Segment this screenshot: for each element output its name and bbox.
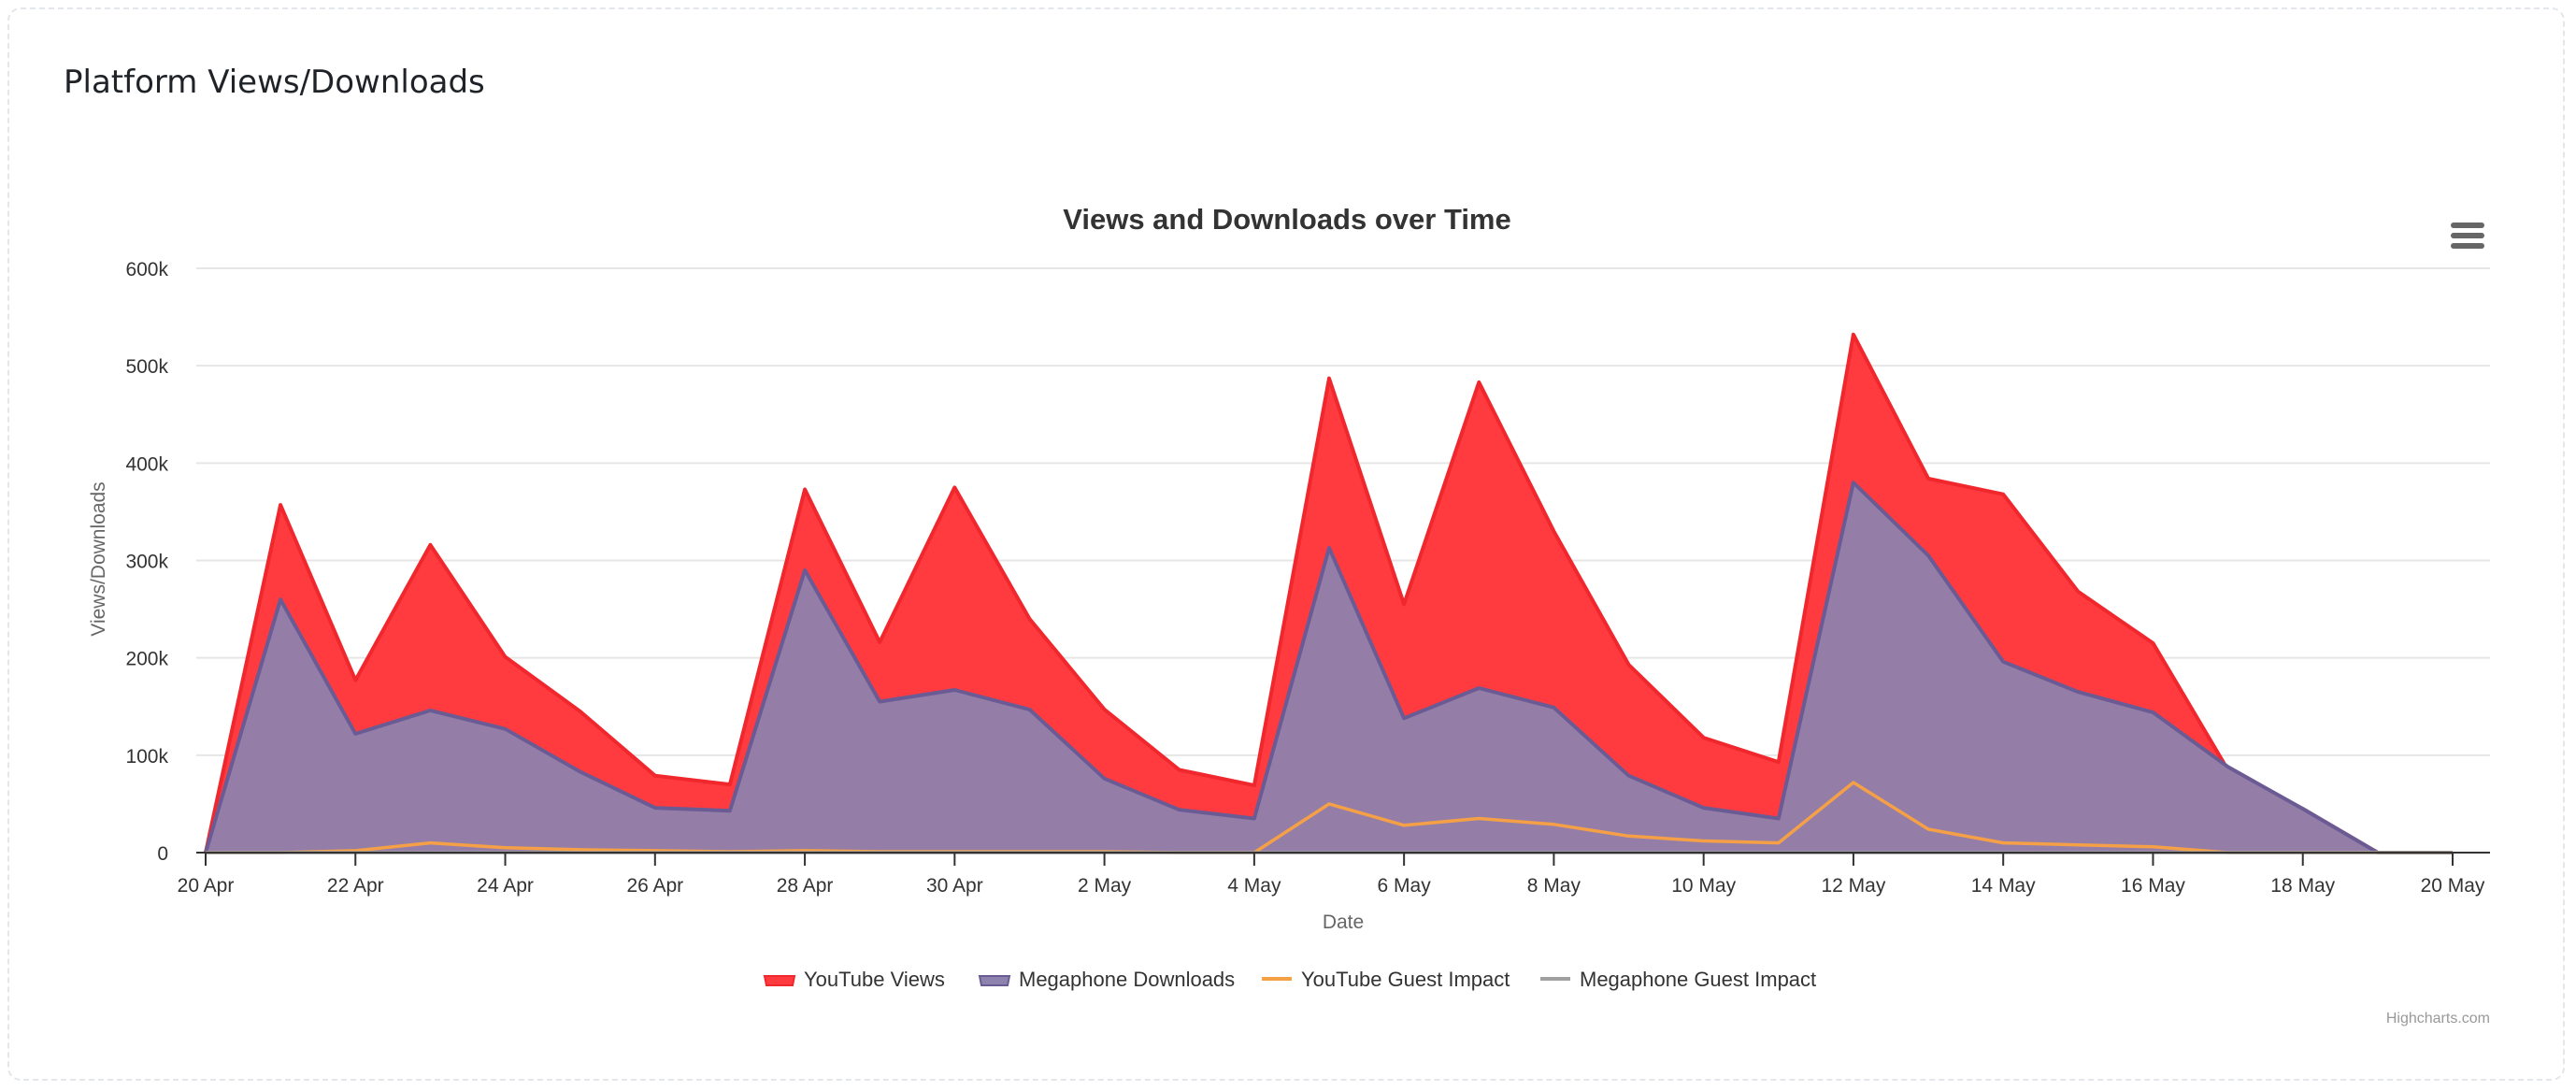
legend-label: Megaphone Downloads [1019,968,1235,991]
x-tick-label: 6 May [1378,875,1432,897]
menu-button[interactable] [2445,217,2490,258]
x-tick-label: 2 May [1078,875,1132,897]
y-tick-label: 200k [125,649,168,670]
y-axis-label: Views/Downloads [88,481,109,636]
legend-item-youtube-guest-impact[interactable]: YouTube Guest Impact [1262,968,1510,991]
x-tick-label: 10 May [1671,875,1736,897]
x-tick-label: 14 May [1971,875,2036,897]
x-tick-label: 16 May [2121,875,2185,897]
legend: YouTube Views Megaphone Downloads YouTube … [763,968,1816,991]
series-area-megaphone-downloads[interactable] [206,482,2453,853]
legend-label: YouTube Guest Impact [1301,968,1510,991]
y-tick-label: 400k [125,453,168,475]
chart-title: Views and Downloads over Time [1063,203,1511,236]
y-tick-label: 100k [125,746,168,768]
x-axis: 20 Apr 22 Apr 24 Apr 26 Apr 28 Apr 30 Apr 2 Ma… [178,852,2490,897]
x-tick-label: 12 May [1821,875,1885,897]
y-tick-label: 0 [157,843,168,865]
x-tick-label: 30 Apr [926,875,983,897]
x-tick-label: 26 Apr [626,875,683,897]
series-layer [204,332,2453,854]
legend-symbol [763,975,796,986]
series-line-megaphone-downloads[interactable] [204,481,2453,854]
y-tick-label: 500k [125,356,168,378]
x-tick-label: 24 Apr [477,875,534,897]
chart-card: Platform Views/Downloads [7,7,2565,1081]
x-tick-label: 20 May [2421,875,2485,897]
legend-item-megaphone-guest-impact[interactable]: Megaphone Guest Impact [1540,968,1816,991]
card-title: Platform Views/Downloads [64,64,485,101]
y-axis-ticks: 0 100k 200k 300k 400k 500k 600k [125,259,168,865]
legend-item-youtube-views[interactable]: YouTube Views [763,968,945,991]
x-tick-label: 4 May [1227,875,1281,897]
y-tick-label: 600k [125,259,168,280]
x-tick-label: 18 May [2270,875,2335,897]
x-tick-label: 28 Apr [777,875,834,897]
y-tick-label: 300k [125,552,168,573]
legend-symbol [978,975,1011,986]
series-line-youtube-guest-impact[interactable] [206,781,2453,854]
hamburger-menu-icon [2451,223,2484,249]
x-tick-label: 22 Apr [327,875,384,897]
legend-item-megaphone-downloads[interactable]: Megaphone Downloads [978,968,1235,991]
credits-link[interactable]: Highcharts.com [2386,1011,2490,1026]
legend-label: YouTube Views [804,968,945,991]
legend-label: Megaphone Guest Impact [1580,968,1816,991]
x-axis-label: Date [1323,912,1364,933]
x-tick-label: 20 Apr [178,875,235,897]
series-line-youtube-views[interactable] [204,332,2453,854]
x-tick-label: 8 May [1527,875,1581,897]
